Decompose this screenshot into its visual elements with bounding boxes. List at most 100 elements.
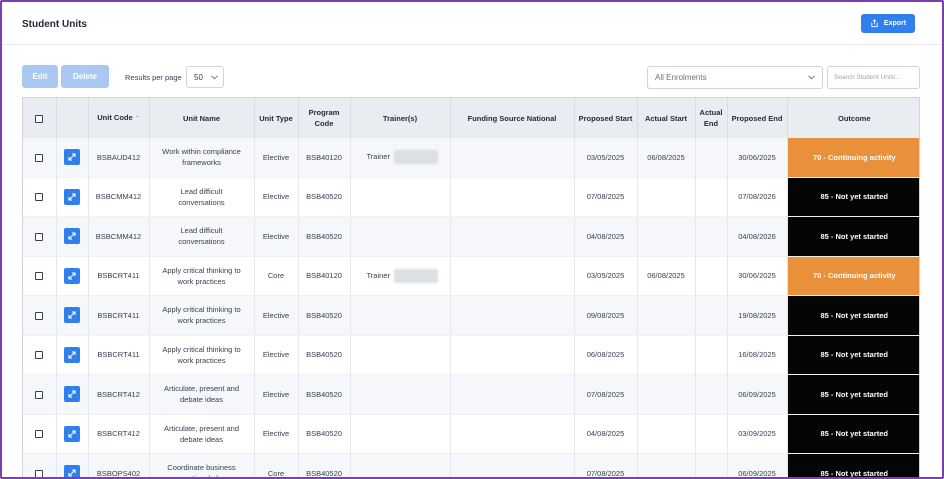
row-checkbox[interactable] [35,311,44,320]
table-header-row: Unit Code ⌃ Unit Name Unit Type Program Co… [23,98,919,138]
column-header-actual-end[interactable]: Actual End [695,98,728,138]
row-select-cell[interactable] [23,138,57,178]
row-open-cell[interactable] [56,414,89,454]
row-open-cell[interactable] [56,453,89,477]
table-row[interactable]: BSBCRT411 Apply critical thinking to work … [23,295,919,336]
column-header-unit-code[interactable]: Unit Code ⌃ [88,98,150,138]
column-header-proposed-end[interactable]: Proposed End [727,98,788,138]
unit-type-cell: Elective [254,335,299,375]
expand-arrows-icon [68,232,76,240]
select-all-checkbox[interactable] [35,114,44,123]
unit-code-cell: BSBCRT411 [88,295,150,336]
results-per-page-select[interactable]: 50 [186,66,224,88]
row-checkbox[interactable] [35,153,44,162]
row-open-cell[interactable] [56,295,89,336]
edit-button[interactable]: Edit [22,65,58,88]
row-checkbox[interactable] [35,390,44,399]
proposed-end-cell: 04/08/2026 [727,216,788,257]
unit-name-cell: Coordinate business operational plans [149,453,255,477]
row-select-cell[interactable] [23,295,57,336]
row-checkbox[interactable] [35,193,44,202]
row-checkbox[interactable] [35,232,44,241]
open-unit-button[interactable] [64,386,80,403]
table-row[interactable]: BSBCRT411 Apply critical thinking to work … [23,335,919,375]
row-select-cell[interactable] [23,335,57,375]
table-row[interactable]: BSBCRT411 Apply critical thinking to work … [23,256,919,296]
table-row[interactable]: BSBAUD412 Work within compliance framework… [23,138,919,178]
actual-start-cell [637,453,696,477]
column-header-unit-type[interactable]: Unit Type [254,98,299,138]
row-open-cell[interactable] [56,374,89,415]
outcome-badge: 85 - Not yet started [787,295,919,336]
expand-arrows-icon [68,469,76,477]
row-select-cell[interactable] [23,177,57,217]
program-code-cell: BSB40120 [298,256,351,296]
unit-code-cell: BSBCRT412 [88,374,150,415]
open-unit-button[interactable] [64,149,80,166]
proposed-start-cell: 09/08/2025 [574,295,638,336]
outcome-badge: 70 - Continuing activity [787,138,919,178]
unit-name-cell: Lead difficult conversations [149,216,255,257]
open-unit-button[interactable] [64,188,80,205]
row-select-cell[interactable] [23,256,57,296]
outcome-badge: 85 - Not yet started [787,374,919,415]
row-checkbox[interactable] [35,469,44,477]
column-header-proposed-start[interactable]: Proposed Start [574,98,638,138]
row-open-cell[interactable] [56,177,89,217]
table-row[interactable]: BSBCMM412 Lead difficult conversations Elec… [23,216,919,257]
table-row[interactable]: BSBCMM412 Lead difficult conversations Elec… [23,177,919,217]
unit-name-cell: Lead difficult conversations [149,177,255,217]
search-input[interactable] [827,66,920,89]
row-open-cell[interactable] [56,216,89,257]
actual-end-cell [695,453,728,477]
actual-start-cell [637,177,696,217]
row-open-cell[interactable] [56,335,89,375]
chevron-down-icon [808,75,815,80]
table-row[interactable]: BSBCRT412 Articulate, present and debate i… [23,374,919,415]
trainers-cell: Trainer [350,138,451,178]
column-header-funding-source[interactable]: Funding Source National [450,98,575,138]
row-open-cell[interactable] [56,138,89,178]
unit-code-cell: BSBCRT411 [88,256,150,296]
expand-arrows-icon [68,153,76,161]
open-unit-button[interactable] [64,228,80,245]
column-header-outcome[interactable]: Outcome [787,98,919,138]
row-select-cell[interactable] [23,216,57,257]
row-select-cell[interactable] [23,453,57,477]
unit-name-cell: Work within compliance frameworks [149,138,255,178]
column-header-unit-name[interactable]: Unit Name [149,98,255,138]
select-all-header[interactable] [23,98,57,138]
proposed-end-cell: 16/08/2025 [727,335,788,375]
row-checkbox[interactable] [35,351,44,360]
header-divider [2,44,942,45]
delete-button[interactable]: Delete [61,65,109,88]
table-row[interactable]: BSBCRT412 Articulate, present and debate i… [23,414,919,454]
table-row[interactable]: BSBOPS402 Coordinate business operational … [23,453,919,477]
row-select-cell[interactable] [23,414,57,454]
row-checkbox[interactable] [35,430,44,439]
proposed-end-cell: 06/09/2025 [727,453,788,477]
open-unit-button[interactable] [64,267,80,284]
row-checkbox[interactable] [35,272,44,281]
column-header-program-code[interactable]: Program Code [298,98,351,138]
unit-code-cell: BSBCMM412 [88,216,150,257]
actual-end-cell [695,414,728,454]
proposed-end-cell: 07/08/2026 [727,177,788,217]
open-unit-button[interactable] [64,465,80,477]
open-unit-button[interactable] [64,346,80,363]
column-header-trainers[interactable]: Trainer(s) [350,98,451,138]
expand-arrows-icon [68,430,76,438]
row-open-cell[interactable] [56,256,89,296]
enrolment-filter-select[interactable]: All Enrolments [647,66,823,89]
column-header-actual-start[interactable]: Actual Start [637,98,696,138]
row-select-cell[interactable] [23,374,57,415]
trainers-cell [350,177,451,217]
proposed-end-cell: 19/08/2025 [727,295,788,336]
export-button[interactable]: Export [861,14,915,33]
outcome-badge: 85 - Not yet started [787,335,919,375]
open-unit-button[interactable] [64,425,80,442]
unit-code-cell: BSBAUD412 [88,138,150,178]
outcome-badge: 70 - Continuing activity [787,256,919,296]
open-unit-button[interactable] [64,307,80,324]
funding-source-cell [450,295,575,336]
